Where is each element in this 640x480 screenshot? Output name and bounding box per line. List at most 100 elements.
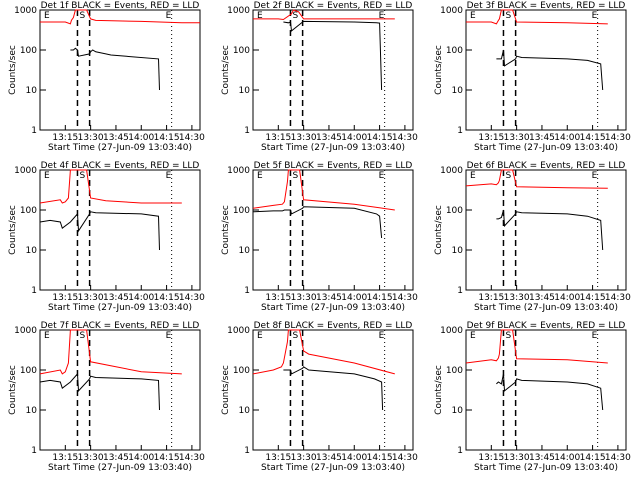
x-tick-label: 14:30 — [179, 453, 205, 463]
plot-panel: Det 6f BLACK = Events, RED = LLD 1 10 100 10… — [434, 161, 631, 313]
end-marker-label: E — [592, 331, 598, 341]
end-marker-label: E — [379, 11, 385, 21]
lld-series-line — [465, 329, 608, 364]
x-tick-label: 14:15 — [580, 293, 606, 303]
x-tick-label: 14:00 — [554, 133, 580, 143]
x-tick-label: 13:15 — [52, 133, 78, 143]
y-tick-label: 1000 — [14, 6, 37, 16]
x-tick-label: 13:15 — [265, 293, 291, 303]
x-axis-label: Start Time (27-Jun-09 13:03:40) — [261, 303, 405, 313]
end-marker-label: E — [592, 171, 598, 181]
y-tick-label: 100 — [446, 366, 463, 376]
y-tick-label: 10 — [452, 406, 464, 416]
x-tick-label: 13:45 — [529, 293, 555, 303]
start-marker-label: E — [257, 331, 263, 341]
x-tick-label: 13:45 — [103, 453, 129, 463]
y-tick-label: 1000 — [440, 166, 463, 176]
y-tick-label: 10 — [452, 86, 464, 96]
y-axis-label: Counts/sec — [8, 365, 18, 415]
y-tick-label: 1000 — [14, 326, 37, 336]
y-axis-label: Counts/sec — [221, 45, 231, 95]
events-series-line — [39, 211, 160, 251]
lld-series-line — [252, 169, 395, 211]
x-axis-label: Start Time (27-Jun-09 13:03:40) — [261, 143, 405, 153]
plot-panel: Det 5f BLACK = Events, RED = LLD 1 10 100 10… — [221, 161, 418, 313]
y-tick-label: 1 — [244, 126, 250, 136]
y-tick-label: 100 — [446, 46, 463, 56]
saa-marker-label: S — [505, 11, 511, 21]
plot-frame — [39, 329, 201, 451]
start-marker-label: E — [44, 11, 50, 21]
y-axis-label: Counts/sec — [221, 205, 231, 255]
events-series-line — [39, 372, 160, 411]
start-marker-label: E — [44, 171, 50, 181]
lld-series-line — [39, 169, 182, 204]
x-tick-label: 14:15 — [367, 133, 393, 143]
plot-frame — [252, 169, 414, 291]
lld-series-line — [40, 9, 200, 25]
plot-frame — [39, 169, 201, 291]
x-axis-label: Start Time (27-Jun-09 13:03:40) — [474, 463, 618, 473]
x-axis-label: Start Time (27-Jun-09 13:03:40) — [474, 303, 618, 313]
saa-marker-label: S — [292, 171, 298, 181]
x-tick-label: 14:00 — [128, 133, 154, 143]
y-axis-label: Counts/sec — [434, 205, 444, 255]
x-tick-label: 13:45 — [529, 453, 555, 463]
y-tick-label: 1000 — [440, 6, 463, 16]
saa-marker-label: S — [505, 171, 511, 181]
x-tick-label: 14:30 — [179, 293, 205, 303]
y-tick-label: 100 — [233, 366, 250, 376]
x-tick-label: 13:15 — [478, 133, 504, 143]
x-tick-label: 13:45 — [316, 293, 342, 303]
events-series-line — [283, 366, 384, 411]
y-tick-label: 1000 — [227, 6, 250, 16]
plot-panel: Det 8f BLACK = Events, RED = LLD 1 10 100 10… — [221, 321, 418, 473]
y-tick-label: 1000 — [227, 326, 250, 336]
y-tick-label: 100 — [233, 206, 250, 216]
x-tick-label: 13:15 — [478, 293, 504, 303]
plot-frame — [39, 9, 201, 131]
x-axis-label: Start Time (27-Jun-09 13:03:40) — [261, 463, 405, 473]
panel-title: Det 8f BLACK = Events, RED = LLD — [254, 321, 413, 331]
events-series-line — [70, 47, 160, 91]
y-tick-label: 1000 — [14, 166, 37, 176]
x-axis-label: Start Time (27-Jun-09 13:03:40) — [48, 143, 192, 153]
x-tick-label: 14:00 — [341, 293, 367, 303]
panel-title: Det 2f BLACK = Events, RED = LLD — [254, 1, 413, 11]
end-marker-label: E — [379, 331, 385, 341]
x-tick-label: 14:00 — [554, 293, 580, 303]
y-tick-label: 10 — [452, 246, 464, 256]
x-tick-label: 14:30 — [179, 133, 205, 143]
x-tick-label: 14:00 — [128, 293, 154, 303]
y-tick-label: 100 — [446, 206, 463, 216]
y-tick-label: 10 — [239, 406, 251, 416]
events-series-line — [496, 49, 604, 91]
x-tick-label: 13:30 — [504, 293, 530, 303]
y-tick-label: 10 — [26, 86, 38, 96]
x-tick-label: 13:15 — [265, 133, 291, 143]
plot-frame — [252, 9, 414, 131]
saa-marker-label: S — [292, 331, 298, 341]
start-marker-label: E — [257, 171, 263, 181]
x-tick-label: 14:15 — [154, 133, 180, 143]
x-tick-label: 14:15 — [367, 453, 393, 463]
y-tick-label: 10 — [239, 246, 251, 256]
end-marker-label: E — [592, 11, 598, 21]
x-axis-label: Start Time (27-Jun-09 13:03:40) — [48, 463, 192, 473]
saa-marker-label: S — [505, 331, 511, 341]
x-tick-label: 13:45 — [316, 133, 342, 143]
plot-frame — [465, 329, 627, 451]
y-tick-label: 10 — [26, 406, 38, 416]
saa-marker-label: S — [292, 11, 298, 21]
y-axis-label: Counts/sec — [434, 365, 444, 415]
x-tick-label: 14:30 — [392, 133, 418, 143]
x-tick-label: 13:45 — [103, 293, 129, 303]
x-axis-label: Start Time (27-Jun-09 13:03:40) — [474, 143, 618, 153]
end-marker-label: E — [166, 171, 172, 181]
x-tick-label: 14:30 — [605, 293, 631, 303]
lld-series-line — [39, 329, 182, 375]
y-axis-label: Counts/sec — [221, 365, 231, 415]
plot-panel: Det 3f BLACK = Events, RED = LLD 1 10 100 10… — [434, 1, 631, 153]
plot-frame — [252, 329, 414, 451]
panel-title: Det 1f BLACK = Events, RED = LLD — [41, 1, 200, 11]
